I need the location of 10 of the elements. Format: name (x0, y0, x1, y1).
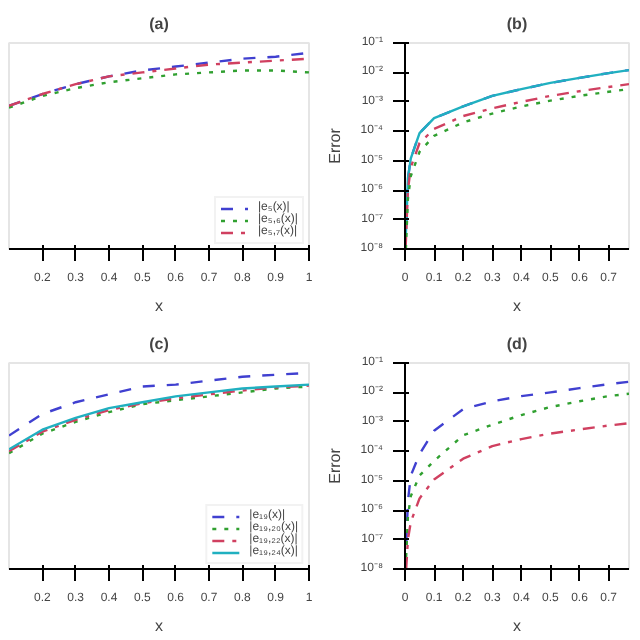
x-axis-title: x (155, 297, 163, 315)
x-axis-title: x (513, 297, 521, 315)
chart-title: (a) (149, 15, 170, 33)
y-axis-title: Error (326, 447, 345, 484)
x-axis-title: x (513, 617, 521, 635)
chart-title: (c) (149, 335, 170, 353)
chart-title: (b) (506, 15, 528, 33)
chart-title: (d) (506, 335, 528, 353)
y-axis-title: Error (326, 127, 345, 164)
x-axis-title: x (155, 617, 163, 635)
